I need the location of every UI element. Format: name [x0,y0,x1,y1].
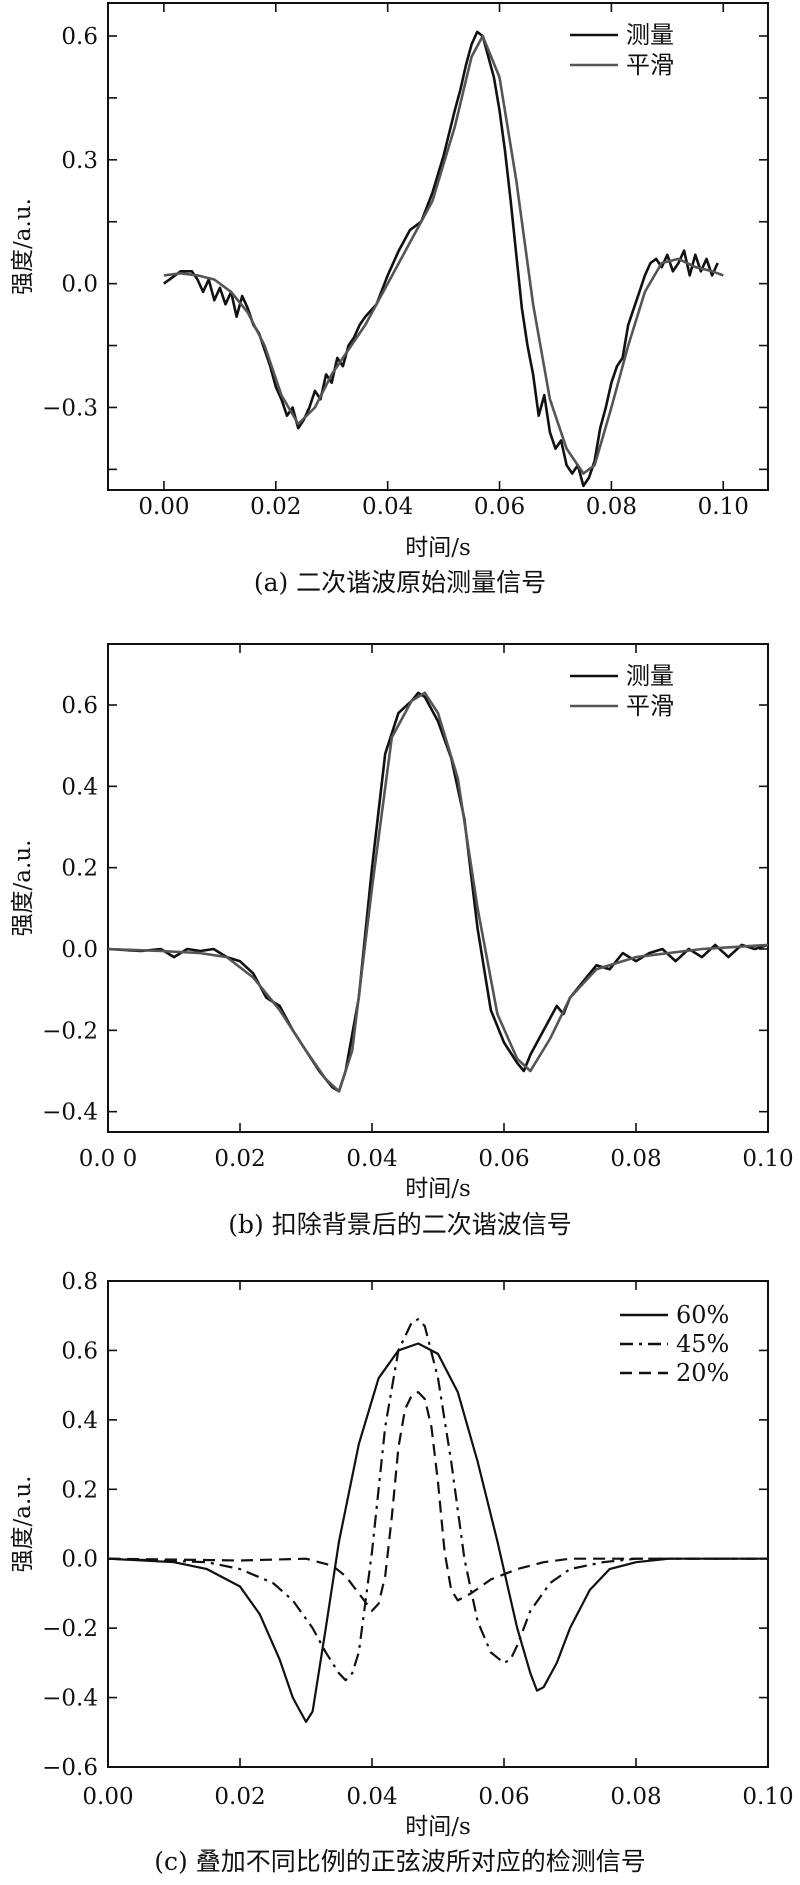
x-tick-label: 0.04 [346,1784,397,1810]
y-tick-label: 0.6 [61,1338,98,1364]
legend-label: 平滑 [626,692,674,720]
x-tick-label: 0.00 [82,1784,133,1810]
y-tick-label: −0.3 [42,395,98,421]
chart-panel-c: 0.00 0.02 0.04 0.06 0.08 0.10 −0.6 −0.4 −0.2 0.0 0… [10,1269,794,1876]
legend-label: 测量 [626,21,674,49]
x-tick-label: 0.06 [478,1784,529,1810]
x-tick-label: 0.02 [250,494,301,520]
y-tick-label: 0.4 [61,774,98,800]
x-tick-label: 0.10 [742,1146,793,1172]
x-axis-label: 时间/s [405,535,471,561]
y-tick-label: 0.4 [61,1408,98,1434]
series-line-平滑 [108,691,768,1093]
legend-label: 20% [676,1359,729,1387]
y-tick-label: 0.2 [61,856,98,882]
x-tick-label: 0.04 [362,494,413,520]
y-tick-label: −0.4 [42,1686,98,1712]
legend: 60%45%20% [620,1301,729,1387]
y-tick-label: 0.2 [61,1477,98,1503]
panel-caption: (b) 扣除背景后的二次谐波信号 [228,1210,571,1239]
panel-caption: (a) 二次谐波原始测量信号 [254,568,546,597]
series-line-60% [108,1342,768,1724]
panel-caption: (c) 叠加不同比例的正弦波所对应的检测信号 [154,1847,645,1876]
y-tick-label: 0.8 [61,1269,98,1295]
plot-frame [107,2,769,491]
plot-frame [107,1280,769,1768]
series-line-45% [108,1318,768,1682]
x-tick-label: 0.0 0 [79,1146,138,1172]
x-axis-label: 时间/s [405,1814,471,1840]
x-tick-label: 0.08 [610,1784,661,1810]
legend-label: 45% [676,1330,729,1358]
legend-label: 平滑 [626,51,674,79]
series-line-平滑 [163,34,724,475]
y-tick-label: 0.3 [61,148,98,174]
y-tick-label: 0.6 [61,693,98,719]
x-tick-label: 0.10 [742,1784,793,1810]
y-axis-label: 强度/a.u. [10,198,36,295]
y-tick-label: −0.6 [42,1755,98,1781]
x-axis-label: 时间/s [405,1176,471,1202]
x-tick-label: 0.02 [214,1784,265,1810]
x-tick-label: 0.02 [214,1146,265,1172]
y-axis-label: 强度/a.u. [10,840,36,937]
y-tick-label: 0.0 [61,272,98,298]
x-tick-label: 0.08 [610,1146,661,1172]
legend-label: 60% [676,1301,729,1329]
y-tick-label: −0.2 [42,1018,98,1044]
x-tick-label: 0.00 [138,494,189,520]
x-tick-label: 0.04 [346,1146,397,1172]
series-line-测量 [163,30,719,488]
y-axis-label: 强度/a.u. [10,1476,36,1573]
y-tick-label: 0.0 [61,1547,98,1573]
series-line-测量 [108,691,768,1093]
y-tick-label: −0.4 [42,1100,98,1126]
chart-panel-a: 0.00 0.02 0.04 0.06 0.08 0.10 −0.3 0.0 0.3 0.6 时间/… [10,2,769,597]
series-line-20% [108,1390,768,1612]
y-tick-label: 0.0 [61,937,98,963]
x-tick-label: 0.10 [698,494,749,520]
chart-panel-b: 0.0 0 0.02 0.04 0.06 0.08 0.10 −0.4 −0.2 0.0 0.2 0… [10,643,794,1239]
legend-label: 测量 [626,662,674,690]
x-tick-label: 0.08 [586,494,637,520]
y-tick-label: −0.2 [42,1616,98,1642]
y-tick-label: 0.6 [61,24,98,50]
x-tick-label: 0.06 [478,1146,529,1172]
x-tick-label: 0.06 [474,494,525,520]
plot-frame [107,643,769,1133]
